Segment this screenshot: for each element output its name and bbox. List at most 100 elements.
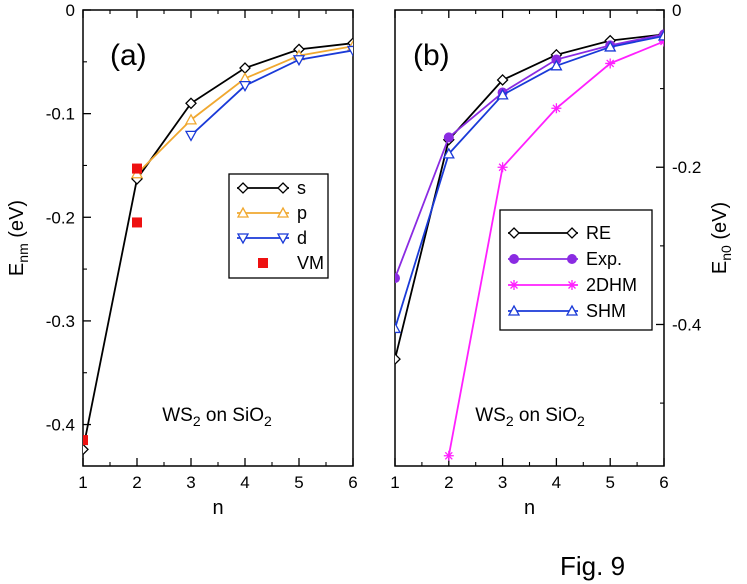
y-tick-label: -0.3 [46,312,75,331]
data-point-shm [604,40,617,52]
x-tick-label: 5 [605,473,614,492]
series-p [130,39,353,179]
data-point-shm [496,88,509,100]
legend-marker-shm [565,304,579,316]
series-line-s [83,42,353,450]
legend-marker-re [508,227,520,239]
y-axis-label-main: E [709,261,731,274]
panel-label: (b) [413,39,450,72]
y-tick-label: -0.2 [672,158,701,177]
annotation-label: WS2 on SiO2 [162,405,272,429]
data-point-vm [132,163,142,174]
data-point-re [395,353,401,365]
x-tick-label: 1 [390,473,399,492]
data-point-exp [443,132,454,143]
legend-marker-s [237,182,249,194]
x-tick-label: 6 [348,473,357,492]
data-point-s [83,443,89,456]
legend-label-2dhm: 2DHM [586,275,637,295]
legend-marker-p [236,206,250,218]
annotation-main: WS [162,405,193,426]
legend-marker-exp [509,254,519,264]
legend: spd VM [228,173,329,279]
y-axis-label-unit: (eV) [6,200,28,243]
x-tick-label: 3 [498,473,507,492]
legend-marker-2dhm [567,280,577,290]
legend-marker-d [236,233,250,245]
data-point-2dhm [443,450,454,461]
data-point-2dhm [497,162,508,173]
x-tick-label: 2 [444,473,453,492]
legend-marker-shm [507,304,521,316]
data-point-exp [395,273,400,284]
legend-marker-exp [567,254,577,264]
data-point-p [184,113,198,125]
x-tick-label: 4 [552,473,561,492]
legend-marker-d [276,233,290,245]
data-point-s [185,97,197,110]
x-tick-label: 3 [186,473,195,492]
series-line-shm [395,35,664,329]
legend-marker-re [566,227,578,239]
annotation-sub: 2 [264,413,272,429]
annotation-main: WS [475,405,506,426]
data-point-d [184,130,198,142]
data-point-re [496,74,509,86]
y-axis-label: En0 (eV) [709,202,734,274]
x-tick-label: 5 [294,473,303,492]
annotation-sub: 2 [577,413,585,429]
data-point-shm [442,147,455,159]
legend-label-p: p [297,203,307,223]
legend-label-re: RE [586,223,611,243]
data-point-2dhm [605,58,616,69]
annotation-mid: on SiO [201,405,264,426]
legend-label-s: s [297,178,306,198]
x-tick-label: 2 [132,473,141,492]
series-line-d [190,49,353,137]
data-point-2dhm [551,103,562,114]
panel-b-chart: 1 2 3 4 5 6 0 -0.2 -0.4 En0 (eV) n (b) WS2 on SiO2 RE… [390,1,734,519]
series-vm [83,163,142,446]
data-point-d [292,55,306,67]
y-axis-label-main: E [6,263,28,276]
legend-label-exp: Exp. [586,249,622,269]
legend-label-shm: SHM [586,301,626,321]
y-tick-label: -0.2 [46,208,75,227]
series-line-exp [395,33,664,279]
series-shm [395,29,664,334]
x-axis-label: n [524,497,535,519]
data-point-shm [657,29,664,41]
series-s [83,37,353,456]
data-point-vm [83,435,88,446]
data-point-s [239,62,251,74]
x-axis-label: n [212,497,223,519]
series-2dhm [443,36,664,461]
data-point-d [346,45,353,57]
y-tick-label: 0 [672,1,681,20]
x-tick-label: 4 [240,473,249,492]
series-line-re [395,33,664,360]
legend-box [499,209,653,331]
series-d [184,45,353,142]
y-tick-label: -0.4 [672,315,701,334]
annotation-label: WS2 on SiO2 [475,405,585,429]
annotation-sub: 2 [193,413,201,429]
x-tick-label: 6 [659,473,668,492]
data-point-shm [550,59,563,71]
annotation-sub: 2 [506,413,514,429]
data-point-d [238,81,252,92]
y-axis-label-sub: nm [15,243,31,262]
legend-marker-s [277,182,289,194]
data-point-vm [132,217,142,228]
data-point-shm [395,322,402,334]
y-tick-label: -0.4 [46,416,75,435]
y-tick-label: -0.1 [46,105,75,124]
legend-marker-2dhm [509,280,519,290]
y-axis-label-sub: n0 [718,245,734,261]
figure-caption: Fig. 9 [560,551,625,581]
legend: RE Exp. 2DHM SHM [499,209,653,331]
y-axis-label-unit: (eV) [709,202,731,245]
legend-label-vm: VM [297,253,324,273]
panel-label: (a) [110,39,147,72]
